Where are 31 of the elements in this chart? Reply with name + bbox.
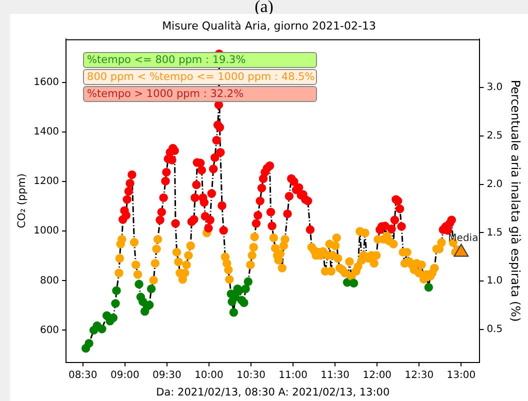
y-tick-label: 1600 xyxy=(34,77,60,88)
x-tick-label: 12:30 xyxy=(404,370,434,381)
annotation: Media xyxy=(448,233,478,244)
y-tick-label: 1400 xyxy=(34,126,60,138)
x-tick-label: 08:30 xyxy=(68,370,98,381)
x-tick-label: 13:00 xyxy=(446,370,476,381)
y2-tick-label: 1.5 xyxy=(486,227,503,238)
y2-tick-label: 2.0 xyxy=(486,178,503,190)
y2-axis-title: Percentuale aria inalata già espirata (%) xyxy=(508,80,523,322)
y-tick-label: 600 xyxy=(40,324,60,336)
x-tick-label: 11:00 xyxy=(278,370,308,381)
y2-tick-label: 3.0 xyxy=(486,82,503,94)
text: (a) xyxy=(254,0,274,17)
x-axis-title: Da: 2021/02/13, 08:30 A: 2021/02/13, 13:00 xyxy=(156,386,390,398)
y-tick-label: 800 xyxy=(40,275,60,286)
y-axis-title: CO₂ (ppm) xyxy=(16,173,28,228)
label-box: %tempo > 1000 ppm : 32.2% xyxy=(83,86,318,102)
x-tick-label: 10:30 xyxy=(236,370,266,381)
y-tick-label: 1200 xyxy=(34,176,60,188)
label-box: %tempo <= 800 ppm : 19.3% xyxy=(83,52,318,68)
y-tick-label: 1000 xyxy=(34,226,60,237)
y2-tick-label: 1.0 xyxy=(486,276,503,287)
x-tick-label: 09:30 xyxy=(152,370,182,381)
x-tick-label: 10:00 xyxy=(194,370,224,381)
y2-tick-label: 0.5 xyxy=(486,324,503,336)
label-box: 800 ppm < %tempo <= 1000 ppm : 48.5% xyxy=(83,69,318,86)
chart-title: Misure Qualità Aria, giorno 2021-02-13 xyxy=(162,19,376,32)
x-tick-label: 09:00 xyxy=(110,370,140,381)
y2-tick-label: 2.5 xyxy=(486,130,503,142)
x-tick-label: 11:30 xyxy=(320,370,350,381)
x-tick-label: 12:00 xyxy=(362,370,392,381)
